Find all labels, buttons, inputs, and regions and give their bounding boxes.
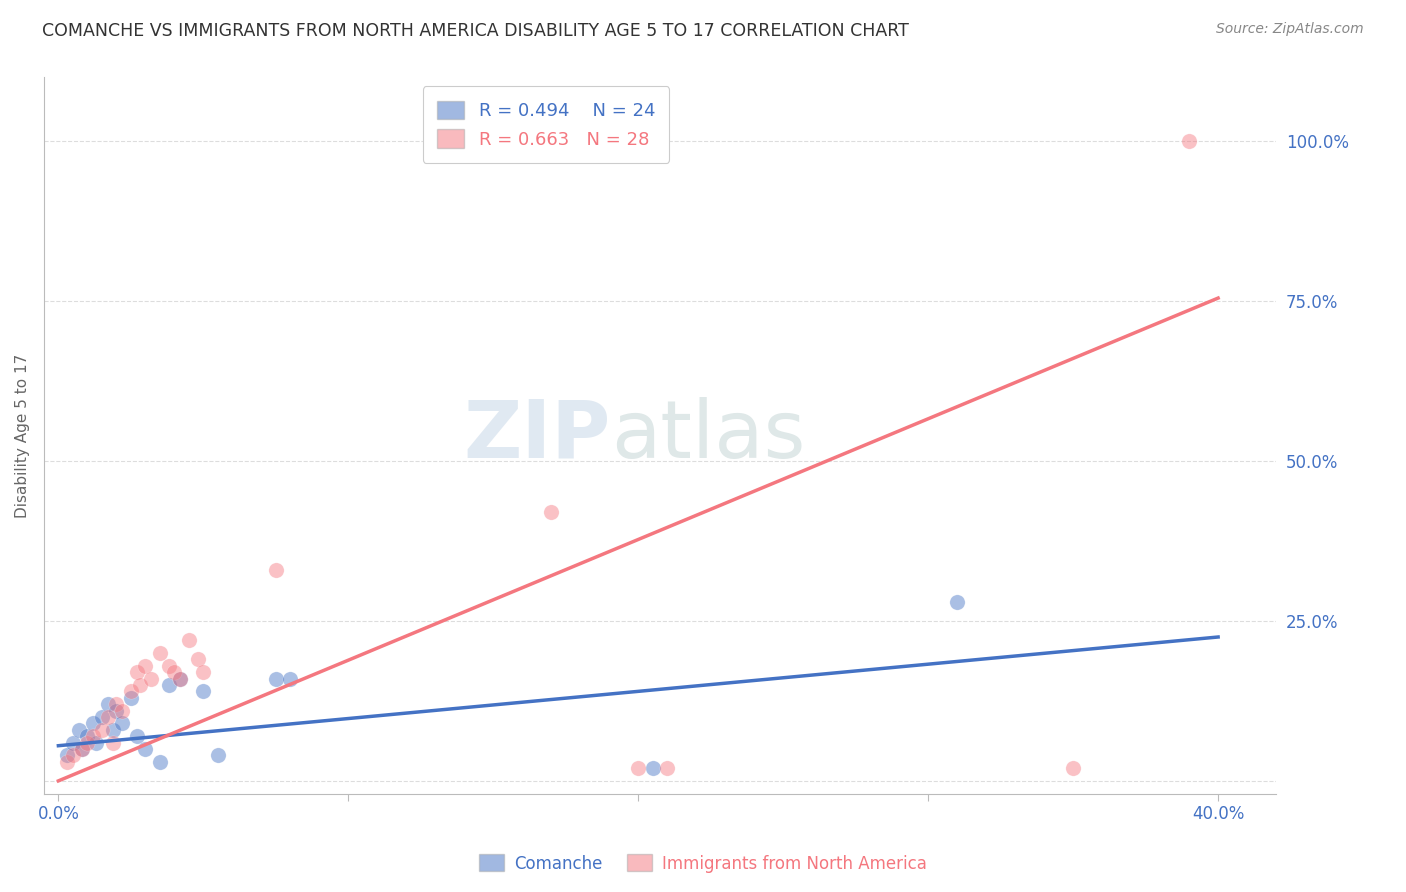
Legend: R = 0.494    N = 24, R = 0.663   N = 28: R = 0.494 N = 24, R = 0.663 N = 28 <box>423 87 669 163</box>
Y-axis label: Disability Age 5 to 17: Disability Age 5 to 17 <box>15 353 30 517</box>
Text: Source: ZipAtlas.com: Source: ZipAtlas.com <box>1216 22 1364 37</box>
Text: COMANCHE VS IMMIGRANTS FROM NORTH AMERICA DISABILITY AGE 5 TO 17 CORRELATION CHA: COMANCHE VS IMMIGRANTS FROM NORTH AMERIC… <box>42 22 910 40</box>
Legend: Comanche, Immigrants from North America: Comanche, Immigrants from North America <box>472 847 934 880</box>
Text: ZIP: ZIP <box>464 397 610 475</box>
Text: atlas: atlas <box>610 397 806 475</box>
